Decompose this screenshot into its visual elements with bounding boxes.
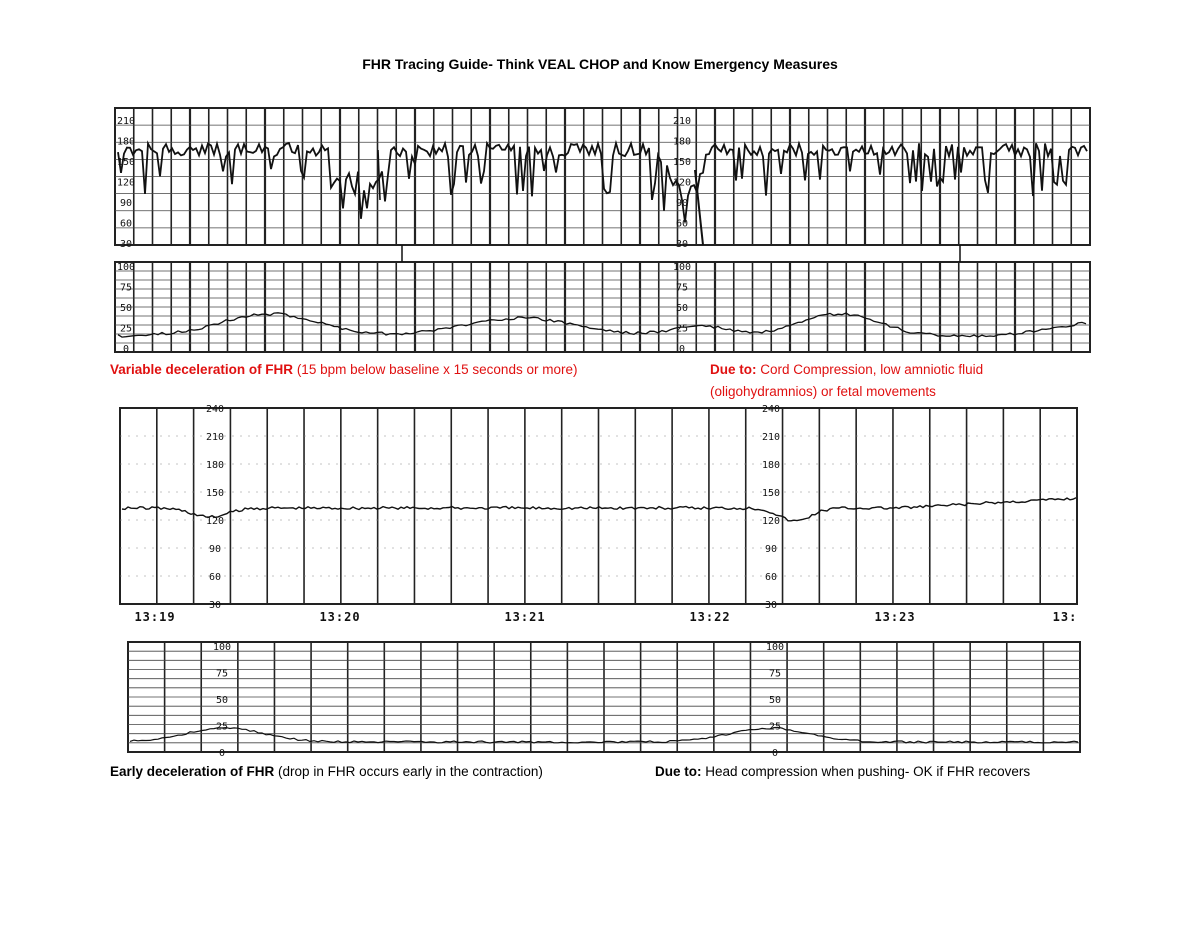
early-fhr-mid-tick-label: 210 (762, 432, 780, 443)
variable-decel-caption: Variable deceleration of FHR (15 bpm bel… (110, 359, 577, 381)
variable-fhr-mid-tick-label: 180 (673, 137, 691, 148)
early-decel-cause: Due to: Head compression when pushing- O… (655, 761, 1030, 783)
variable-fhr-tick-label: 210 (117, 116, 135, 127)
variable-uc-mid-tick-label: 100 (673, 262, 691, 273)
variable-fhr-tick-label: 90 (120, 198, 132, 209)
page-title: FHR Tracing Guide- Think VEAL CHOP and K… (362, 56, 838, 72)
early-uc-mid-tick-label: 0 (772, 748, 778, 759)
variable-fhr-tick-label: 120 (117, 178, 135, 189)
early-fhr-mid-tick-label: 180 (762, 460, 780, 471)
variable-uc-tick-label: 0 (123, 344, 129, 355)
variable-fhr-mid-tick-label: 30 (676, 239, 688, 250)
early-uc-tick-label: 25 (216, 722, 228, 733)
early-uc-trace (129, 726, 1079, 744)
early-fhr-tick-label: 60 (209, 572, 221, 583)
variable-fhr-trace (117, 139, 1088, 223)
variable-fhr-mid-tick-label: 120 (673, 178, 691, 189)
early-decel-label: Early deceleration of FHR (110, 764, 275, 779)
variable-fhr-mid-tick-label: 60 (676, 219, 688, 230)
variable-uc-tick-label: 75 (120, 283, 132, 294)
early-fhr-trace (121, 497, 1077, 522)
variable-due-text-2: (oligohydramnios) or fetal movements (710, 384, 936, 399)
early-fhr-tick-label: 240 (206, 404, 224, 415)
time-label: 13:20 (319, 610, 360, 624)
variable-uc-grid: 100 75 50 25 0 100 75 50 25 0 (114, 245, 1091, 355)
early-time-axis: 13:19 13:20 13:21 13:22 13:23 13: (134, 610, 1078, 624)
variable-uc-tick-label: 100 (117, 262, 135, 273)
early-uc-tick-label: 0 (219, 748, 225, 759)
early-fhr-mid-tick-label: 30 (765, 600, 777, 611)
early-fhr-tick-label: 120 (206, 516, 224, 527)
early-decel-criteria: (drop in FHR occurs early in the contrac… (274, 764, 543, 779)
variable-fhr-mid-tick-label: 150 (673, 157, 691, 168)
early-uc-tick-label: 50 (216, 695, 228, 706)
time-label: 13:22 (689, 610, 730, 624)
early-due-text: Head compression when pushing- OK if FHR… (701, 764, 1031, 779)
time-label: 13:21 (504, 610, 545, 624)
early-fhr-mid-tick-label: 60 (765, 572, 777, 583)
variable-fhr-spike (377, 149, 381, 201)
variable-uc-trace (117, 312, 1087, 338)
variable-fhr-mid-tick-label: 210 (673, 116, 691, 127)
time-label: 13:23 (874, 610, 915, 624)
early-fhr-tick-label: 150 (206, 488, 224, 499)
early-fhr-tick-label: 180 (206, 460, 224, 471)
variable-fhr-tick-label: 60 (120, 219, 132, 230)
early-fhr-mid-tick-label: 240 (762, 404, 780, 415)
early-fhr-tick-label: 210 (206, 432, 224, 443)
time-label: 13: (1053, 610, 1078, 624)
early-uc-mid-tick-label: 75 (769, 669, 781, 680)
early-uc-tick-label: 75 (216, 669, 228, 680)
early-fhr-mid-tick-label: 90 (765, 544, 777, 555)
early-decel-caption: Early deceleration of FHR (drop in FHR o… (110, 761, 543, 783)
variable-decel-criteria: (15 bpm below baseline x 15 seconds or m… (293, 362, 578, 377)
variable-decel-label: Variable deceleration of FHR (110, 362, 294, 377)
early-fhr-mid-tick-label: 150 (762, 488, 780, 499)
variable-fhr-tick-label: 180 (117, 137, 135, 148)
variable-fhr-spike (694, 169, 704, 246)
variable-fhr-tick-label: 30 (120, 239, 132, 250)
variable-uc-mid-tick-label: 0 (679, 344, 685, 355)
early-uc-mid-tick-label: 50 (769, 695, 781, 706)
early-fhr-tick-label: 90 (209, 544, 221, 555)
early-fhr-grid: 240 210 180 150 120 90 60 30 240 210 180 150 120 90 60… (119, 404, 1078, 611)
time-label: 13:19 (134, 610, 175, 624)
early-uc-tick-label: 100 (213, 642, 231, 653)
variable-fhr-tick-label: 150 (117, 157, 135, 168)
variable-uc-tick-label: 50 (120, 303, 132, 314)
early-fhr-tick-label: 30 (209, 600, 221, 611)
early-due-label: Due to: (655, 764, 702, 779)
early-fhr-mid-tick-label: 120 (762, 516, 780, 527)
variable-uc-tick-label: 25 (120, 324, 132, 335)
variable-uc-mid-tick-label: 75 (676, 283, 688, 294)
variable-due-text: Cord Compression, low amniotic fluid (756, 362, 984, 377)
variable-uc-mid-tick-label: 25 (676, 324, 688, 335)
variable-due-label: Due to: (710, 362, 757, 377)
early-uc-mid-tick-label: 100 (766, 642, 784, 653)
variable-decel-cause: Due to: Cord Compression, low amniotic f… (710, 359, 983, 403)
variable-uc-mid-tick-label: 50 (676, 303, 688, 314)
